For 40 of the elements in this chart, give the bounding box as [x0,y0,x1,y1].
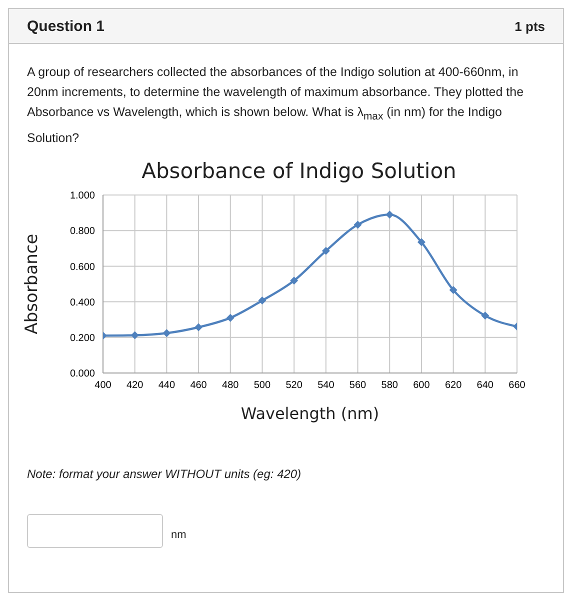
text: Question 1 [27,18,105,34]
point [481,312,490,320]
point [449,286,458,294]
point [258,296,266,305]
text: Note: format your answer WITHOUT units (eg: 420) [27,467,302,481]
x-tick-label: 400 [94,380,112,392]
x-tick-label: 620 [444,380,462,392]
x-tick-label: 560 [349,380,367,392]
x-tick-label: 440 [158,380,176,392]
text: A group of researchers collected the absorbances of the Indigo solution at 400-660nm, in 20nm increments, to determine the wavelength of maximum absorbance. They plotted the Absorbance vs Wavelength, which is shown below. What is λ$_{max}$ (in nm) for the Indigo Solution? [27,65,524,144]
point [194,323,203,332]
y-tick-label: 0.200 [70,332,96,344]
point [386,210,394,219]
y-tick-label: 0.800 [70,226,96,238]
y-tick-label: 1.000 [70,190,96,202]
x-tick-label: 640 [476,380,494,392]
point [322,246,330,255]
y-tick-label: 0.400 [70,297,96,308]
point [130,331,139,340]
text: 1 pts [514,18,545,34]
x-tick-label: 660 [508,380,526,392]
x-tick-label: 580 [381,380,398,392]
x-tick-label: 460 [190,380,208,392]
y-axis-title: Absorbance [22,234,42,334]
x-tick-label: 420 [126,380,144,392]
point [226,314,234,322]
y-tick-label: 0.600 [70,262,96,273]
x-tick-label: 600 [413,380,430,392]
x-tick-label: 540 [318,380,335,392]
chart-title: Absorbance of Indigo Solution [140,159,458,183]
point [162,329,171,338]
point [290,276,298,285]
x-tick-label: 520 [286,380,303,392]
x-tick-label: 480 [222,380,240,392]
x-tick-label: 500 [254,380,272,392]
y-tick-label: 0.000 [70,368,96,380]
point [417,238,426,246]
text: nm [171,529,186,541]
point [354,220,362,229]
x-axis-title: Wavelength (nm) [240,404,380,423]
